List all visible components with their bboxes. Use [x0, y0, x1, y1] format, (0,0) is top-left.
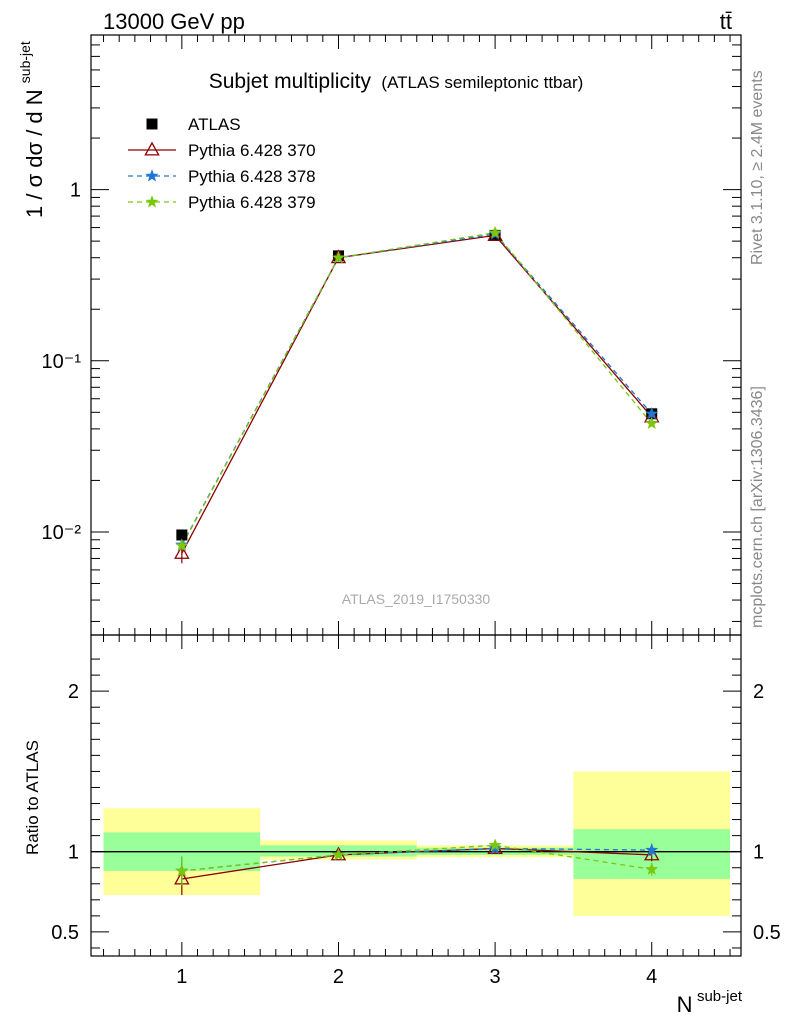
series-point-2: [645, 406, 659, 420]
energy-label: 13000 GeV pp: [103, 9, 245, 34]
mcplots-label: mcplots.cern.ch [arXiv:1306.3436]: [749, 386, 766, 628]
ratio-tick-label-left: 0.5: [51, 922, 79, 944]
ratio-tick-label-right: 1: [753, 842, 764, 864]
x-axis-label-main: N: [677, 992, 693, 1017]
series-point-3: [331, 250, 345, 264]
series-point-3: [175, 538, 189, 552]
chart-title-main: Subjet multiplicity: [209, 70, 372, 93]
chart-title-subtitle: (ATLAS semileptonic ttbar): [381, 73, 583, 92]
ratio-tick-label-left: 1: [68, 842, 79, 864]
ratio-point-2: [645, 843, 659, 856]
ratio-point-3: [645, 862, 659, 875]
ratio-tick-label-right: 2: [753, 681, 764, 703]
y-tick-label: 10⁻¹: [42, 351, 82, 373]
x-tick-label: 1: [176, 966, 187, 988]
legend-label-1: Pythia 6.428 370: [188, 141, 316, 160]
series-point-3: [488, 225, 502, 239]
ratio-line-3: [181, 844, 652, 872]
x-tick-label: 4: [646, 966, 657, 988]
legend-marker-3: [145, 195, 159, 208]
legend-marker-2: [145, 169, 159, 182]
x-tick-label: 2: [333, 966, 344, 988]
ratio-plot-frame: [90, 634, 742, 957]
y-tick-label: 1: [70, 180, 81, 202]
x-tick-label: 3: [490, 966, 501, 988]
legend-label-3: Pythia 6.428 379: [188, 193, 316, 212]
data-point-atlas: [176, 529, 188, 541]
y-axis-label-main: 1 / σ dσ / d N: [22, 89, 47, 218]
y-tick-label: 10⁻²: [42, 522, 82, 544]
y-axis-label: 1 / σ dσ / d N sub-jet: [17, 41, 47, 218]
ratio-point-3: [175, 864, 189, 877]
series-line-1: [181, 234, 653, 554]
legend-marker-atlas: [146, 118, 158, 130]
ratio-tick-label-right: 0.5: [753, 922, 781, 944]
legend-marker-1: [144, 141, 160, 156]
series-line-2: [181, 233, 653, 546]
ratio-line-2: [181, 847, 652, 872]
ratio-tick-label-left: 2: [68, 681, 79, 703]
analysis-label: ATLAS_2019_I1750330: [342, 591, 491, 607]
legend-label-2: Pythia 6.428 378: [188, 167, 316, 186]
y-axis-label-sup: sub-jet: [17, 41, 33, 83]
legend: ATLAS Pythia 6.428 370 Pythia 6.428 378 Pyt…: [128, 115, 316, 212]
process-label: tt̄: [720, 9, 732, 34]
series-line-3: [181, 231, 653, 547]
series-point-1: [174, 544, 190, 559]
legend-label-atlas: ATLAS: [188, 115, 241, 134]
x-axis-label: N sub-jet: [677, 988, 743, 1017]
ratio-point-3: [331, 848, 345, 861]
series-point-3: [645, 416, 659, 430]
x-axis-label-sup: sub-jet: [697, 988, 743, 1005]
main-panel: 1 10⁻¹ 10⁻² Subjet multiplicity (ATLAS sem…: [17, 34, 742, 636]
chart-title: Subjet multiplicity (ATLAS semileptonic …: [209, 70, 584, 93]
ratio-axis-label: Ratio to ATLAS: [23, 740, 42, 855]
ratio-point-3: [488, 838, 502, 851]
rivet-version-label: Rivet 3.1.10, ≥ 2.4M events: [749, 70, 766, 265]
ratio-panel: 1 2 3 4 0.5 0.5 1 1 2 2 Ratio to ATLAS N sub-jet: [23, 634, 781, 1017]
